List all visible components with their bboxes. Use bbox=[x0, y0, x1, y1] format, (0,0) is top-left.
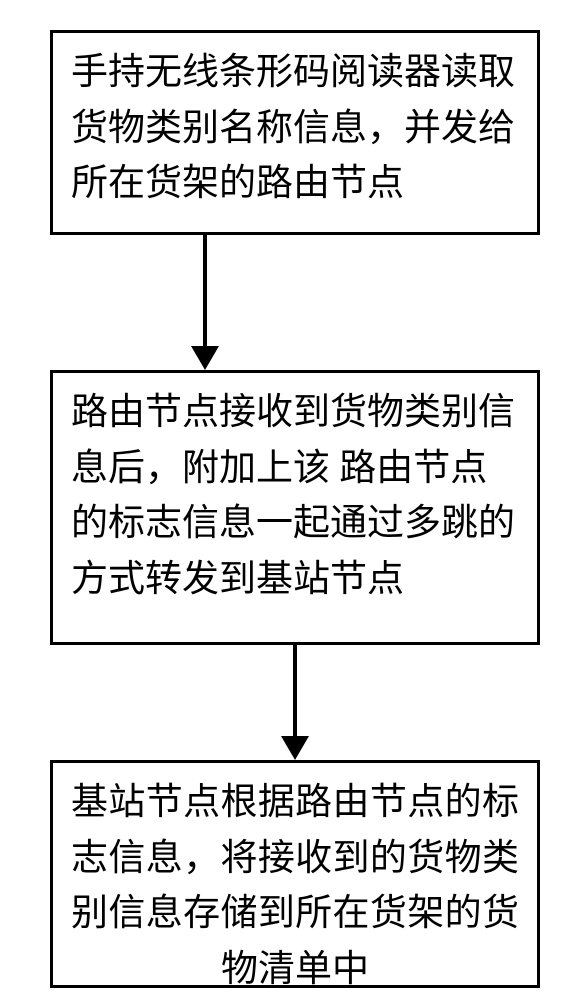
flow-arrow-2 bbox=[281, 645, 309, 760]
flow-node-3-text: 基站节点根据路由节点的标志信息，将接收到的货物类别信息存储到所在货架的货物清单中 bbox=[71, 782, 519, 990]
arrow-head-icon bbox=[281, 736, 309, 760]
arrow-head-icon bbox=[191, 346, 219, 370]
flow-node-3: 基站节点根据路由节点的标志信息，将接收到的货物类别信息存储到所在货架的货物清单中 bbox=[50, 760, 540, 988]
flowchart-container: 手持无线条形码阅读器读取货物类别名称信息，并发给所在货架的路由节点 路由节点接收… bbox=[0, 0, 584, 1000]
flow-arrow-1 bbox=[191, 235, 219, 370]
flow-node-2: 路由节点接收到货物类别信息后，附加上该 路由节点的标志信息一起通过多跳的方式转发… bbox=[50, 370, 540, 645]
flow-node-1-text: 手持无线条形码阅读器读取货物类别名称信息，并发给所在货架的路由节点 bbox=[71, 52, 515, 204]
arrow-line-icon bbox=[203, 235, 207, 346]
flow-node-1: 手持无线条形码阅读器读取货物类别名称信息，并发给所在货架的路由节点 bbox=[50, 30, 540, 235]
arrow-line-icon bbox=[293, 645, 297, 736]
flow-node-2-text: 路由节点接收到货物类别信息后，附加上该 路由节点的标志信息一起通过多跳的方式转发… bbox=[71, 392, 515, 600]
